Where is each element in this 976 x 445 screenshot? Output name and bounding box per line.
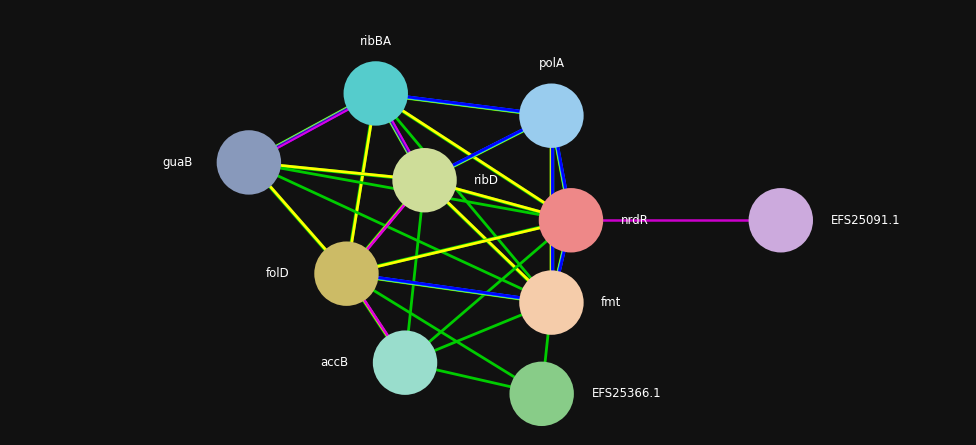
Ellipse shape [217, 130, 281, 194]
Ellipse shape [749, 188, 813, 252]
Ellipse shape [539, 188, 603, 252]
Ellipse shape [392, 148, 457, 212]
Ellipse shape [314, 242, 379, 306]
Text: guaB: guaB [162, 156, 192, 169]
Text: nrdR: nrdR [621, 214, 649, 227]
Text: folD: folD [266, 267, 290, 280]
Ellipse shape [509, 362, 574, 426]
Ellipse shape [344, 61, 408, 125]
Text: EFS25366.1: EFS25366.1 [591, 387, 661, 400]
Ellipse shape [519, 271, 584, 335]
Ellipse shape [519, 84, 584, 148]
Ellipse shape [373, 331, 437, 395]
Text: EFS25091.1: EFS25091.1 [831, 214, 900, 227]
Text: accB: accB [320, 356, 348, 369]
Text: fmt: fmt [601, 296, 622, 309]
Text: ribD: ribD [474, 174, 500, 187]
Text: ribBA: ribBA [360, 35, 391, 48]
Text: polA: polA [539, 57, 564, 70]
